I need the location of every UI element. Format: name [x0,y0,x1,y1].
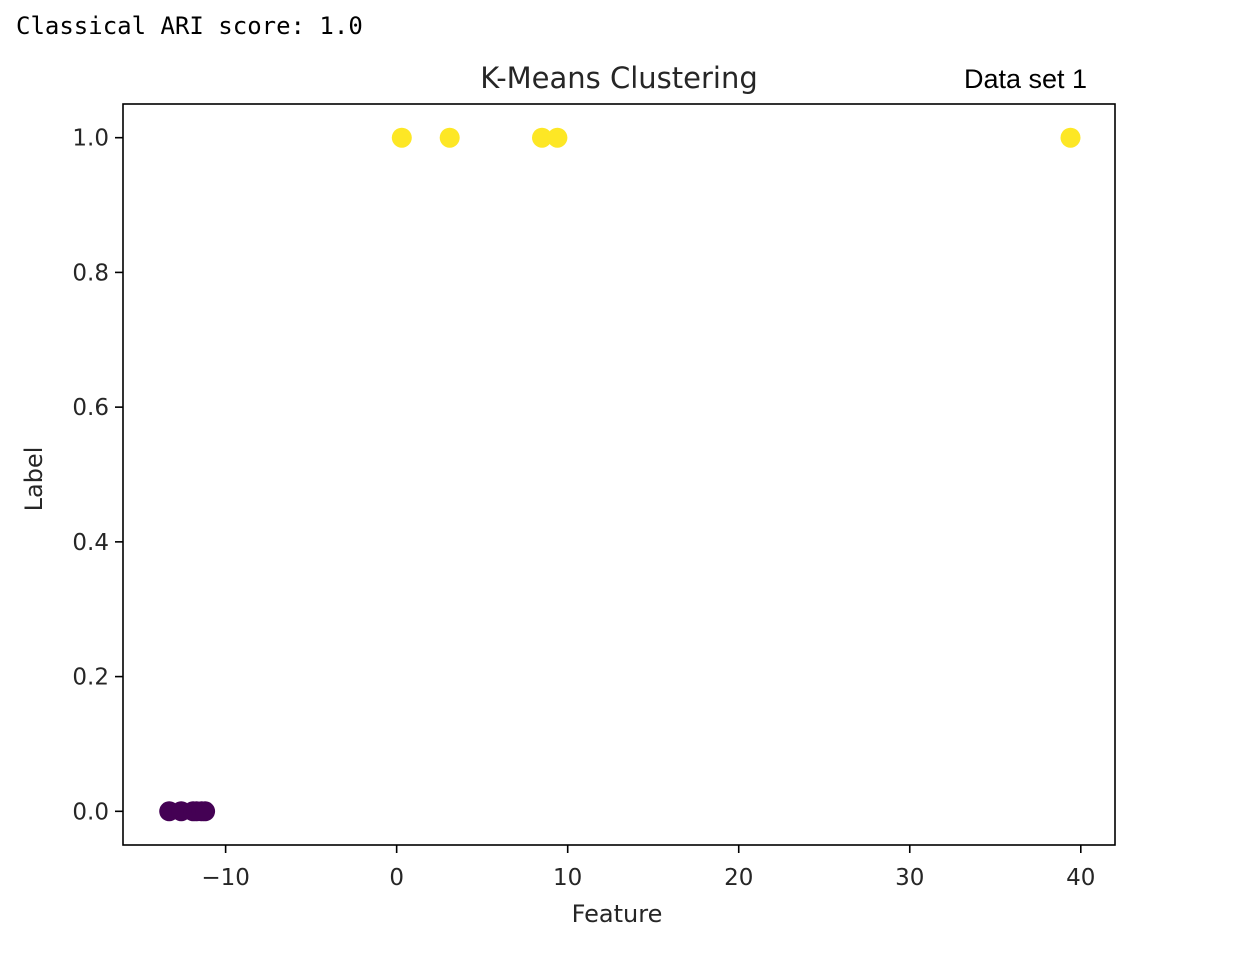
x-tick-label: −10 [201,865,250,891]
x-tick-label: 30 [895,865,924,891]
x-tick-label: 20 [724,865,753,891]
x-axis-label: Feature [572,900,663,928]
y-tick-label: 0.0 [72,799,109,825]
chart-title: K-Means Clustering [480,61,758,95]
plot-frame [122,103,1116,846]
y-tick-label: 0.4 [72,530,109,556]
y-axis: 0.0 0.2 0.4 0.6 0.8 1.0 [72,126,123,825]
x-tick-label: 10 [553,865,582,891]
x-tick-label: 40 [1066,865,1095,891]
y-tick-label: 1.0 [72,126,109,152]
scatter-point [391,127,412,148]
y-tick-label: 0.2 [72,665,109,691]
scatter-point [439,127,460,148]
dataset-label: Data set 1 [964,64,1088,94]
y-tick-label: 0.8 [72,260,109,286]
points-layer [159,127,1081,822]
scatter-point [532,127,552,148]
scatter-point [1060,127,1081,148]
x-axis: −10 0 10 20 30 40 [201,845,1095,891]
scatter-point [547,127,568,148]
x-tick-label: 0 [389,865,404,891]
y-axis-label: Label [20,447,48,512]
scatter-point [195,801,216,822]
cell-output-text: Classical ARI score: 1.0 [16,12,363,40]
y-tick-label: 0.6 [72,395,109,421]
